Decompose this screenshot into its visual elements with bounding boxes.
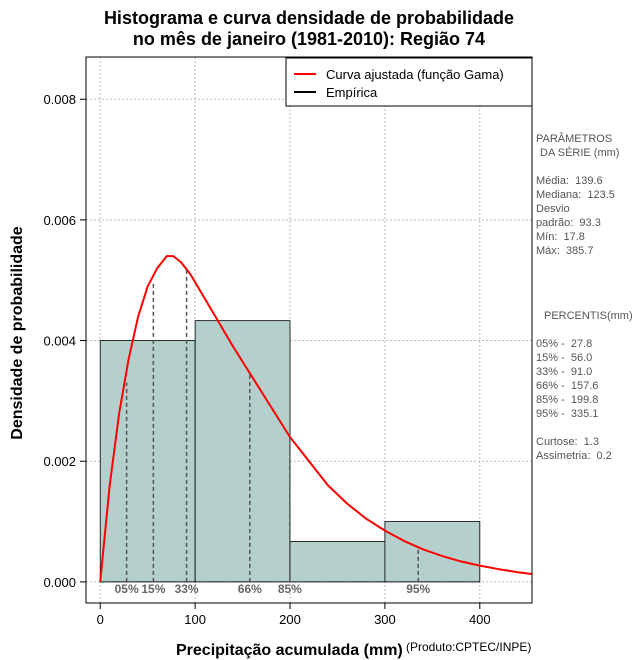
percentile-layer: 05% 15% 33% 66% 85% 95%	[115, 268, 431, 596]
x-tick-label: 300	[374, 612, 396, 627]
stat-skewness: Assimetria: 0.2	[536, 450, 612, 462]
param-median: Mediana: 123.5	[536, 189, 615, 201]
x-tick-label: 0	[97, 612, 104, 627]
legend-label: Empírica	[326, 85, 378, 100]
x-axis-label: Precipitação acumulada (mm)	[176, 642, 403, 659]
bars-layer	[99, 320, 481, 583]
legend-label: Curva ajustada (função Gama)	[326, 67, 504, 82]
x-tick-label: 200	[279, 612, 301, 627]
param-min: Mín: 17.8	[536, 231, 585, 243]
curve-layer	[99, 255, 533, 582]
legend-box	[285, 57, 533, 107]
percentil-05: 05% - 27.8	[536, 338, 593, 350]
param-mean: Média: 139.6	[536, 175, 603, 187]
plot-frame	[85, 56, 533, 604]
chart-title-line2: no mês de janeiro (1981-2010): Região 74	[132, 29, 486, 49]
chart-title: Histograma e curva densidade de probabil…	[86, 8, 532, 50]
percentil-66: 66% - 157.6	[536, 380, 599, 392]
histogram-bar	[99, 340, 196, 583]
y-tick-label: 0.006	[43, 213, 76, 228]
x-tick-label: 100	[184, 612, 206, 627]
gamma-curve	[99, 255, 533, 582]
percentis-title: PERCENTIS(mm)	[544, 310, 633, 322]
percentil-15: 15% - 56.0	[536, 352, 593, 364]
percentile-label: 66%	[238, 582, 262, 596]
params-title-line2: DA SÉRIE (mm)	[540, 147, 620, 159]
stat-kurtosis: Curtose: 1.3	[536, 436, 599, 448]
percentil-95: 95% - 335.1	[536, 408, 599, 420]
percentile-label: 05%	[115, 582, 139, 596]
legend: Curva ajustada (função Gama) Empírica	[285, 57, 533, 107]
histogram-bar	[194, 320, 291, 583]
y-tick-label: 0.002	[43, 454, 76, 469]
percentil-33: 33% - 91.0	[536, 366, 593, 378]
y-tick-label: 0.000	[43, 575, 76, 590]
chart-title-line1: Histograma e curva densidade de probabil…	[103, 8, 515, 28]
credit-text: (Produto:CPTEC/INPE)	[406, 640, 532, 654]
param-max: Máx: 385.7	[536, 245, 594, 257]
percentile-label: 85%	[278, 582, 302, 596]
percentile-label: 15%	[141, 582, 165, 596]
y-tick-label: 0.004	[43, 334, 76, 349]
side-panel: PARÂMETROS DA SÉRIE (mm) Média: 139.6 Me…	[536, 132, 640, 463]
percentil-85: 85% - 199.8	[536, 394, 599, 406]
percentile-label: 95%	[406, 582, 430, 596]
params-title-line1: PARÂMETROS	[536, 133, 613, 145]
histogram-bar	[289, 541, 386, 583]
param-sd-label: Desvio	[536, 203, 570, 215]
axes-layer: 0 100 200 300 400 0.000 0.002 0.004 0.006 0.008	[43, 56, 533, 627]
x-tick-label: 400	[469, 612, 491, 627]
param-sd-value: padrão: 93.3	[536, 217, 601, 229]
y-tick-label: 0.008	[43, 92, 76, 107]
percentile-label: 33%	[175, 582, 199, 596]
